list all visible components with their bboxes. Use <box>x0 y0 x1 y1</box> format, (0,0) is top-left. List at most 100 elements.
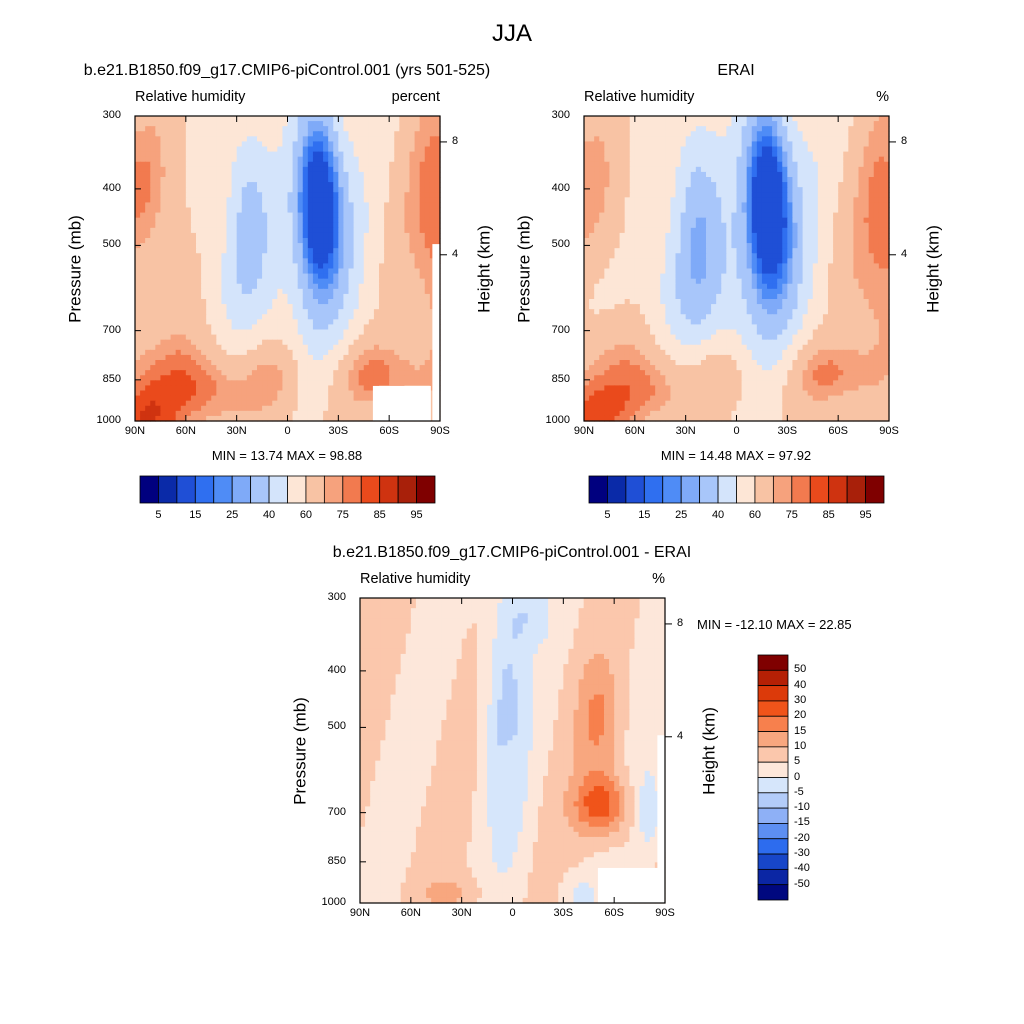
field-cell <box>323 156 329 163</box>
field-cell <box>226 116 233 122</box>
field-cell <box>292 415 299 422</box>
field-cell <box>196 354 202 361</box>
field-cell <box>373 126 380 132</box>
field-cell <box>609 131 616 137</box>
field-cell <box>797 136 804 143</box>
field-cell <box>135 415 141 422</box>
field-cell <box>226 131 233 137</box>
field-cell <box>394 238 400 244</box>
field-cell <box>868 177 875 183</box>
field-cell <box>838 171 844 178</box>
field-cell <box>878 222 885 229</box>
colorbar-swatch <box>250 475 270 504</box>
field-cell <box>257 141 263 148</box>
field-cell <box>216 126 223 132</box>
field-cell <box>363 268 370 275</box>
field-cell <box>843 182 849 188</box>
field-cell <box>660 182 666 188</box>
field-cell <box>434 212 441 219</box>
field-cell <box>236 197 243 204</box>
field-cell <box>680 116 687 122</box>
field-cell <box>338 217 345 224</box>
field-cell <box>384 156 390 163</box>
field-cell <box>307 146 314 153</box>
field-cell <box>394 283 400 290</box>
field-cell <box>251 268 258 275</box>
field-cell <box>236 141 243 148</box>
field-cell <box>802 151 809 158</box>
field-cell <box>201 339 207 346</box>
field-cell <box>817 192 824 198</box>
field-cell <box>246 329 253 336</box>
field-cell <box>343 121 350 127</box>
field-cell <box>424 273 431 280</box>
field-cell <box>297 415 304 422</box>
field-cell <box>170 339 177 346</box>
field-cell <box>231 273 238 280</box>
field-cell <box>165 197 172 204</box>
field-cell <box>328 146 334 153</box>
field-cell <box>731 161 738 168</box>
field-cell <box>363 405 370 412</box>
field-cell <box>721 121 727 127</box>
field-cell <box>655 171 661 178</box>
field-cell <box>604 182 611 188</box>
field-cell <box>338 248 345 254</box>
field-cell <box>797 141 804 148</box>
field-cell <box>429 121 436 127</box>
field-cell <box>145 299 151 305</box>
field-cell <box>251 324 258 331</box>
colorbar-swatch <box>305 475 325 504</box>
field-cell <box>384 222 390 229</box>
field-cell <box>690 171 697 178</box>
field-cell <box>135 339 141 346</box>
field-cell <box>399 365 406 371</box>
field-cell <box>277 243 284 249</box>
field-cell <box>145 182 151 188</box>
field-cell <box>741 217 748 224</box>
field-cell <box>257 380 263 387</box>
field-cell <box>145 192 151 198</box>
field-cell <box>262 354 268 361</box>
field-cell <box>160 329 167 336</box>
field-cell <box>201 293 207 300</box>
field-cell <box>196 212 202 219</box>
field-cell <box>262 268 268 275</box>
field-cell <box>190 197 197 204</box>
field-cell <box>135 161 141 168</box>
field-cell <box>404 309 411 315</box>
field-cell <box>368 304 375 310</box>
field-cell <box>267 151 273 158</box>
field-cell <box>721 182 727 188</box>
field-cell <box>368 222 375 229</box>
field-cell <box>236 385 243 392</box>
field-cell <box>190 136 197 143</box>
field-cell <box>282 212 289 219</box>
field-cell <box>726 197 733 204</box>
field-cell <box>287 151 294 158</box>
field-cell <box>782 171 788 178</box>
field-cell <box>287 334 294 341</box>
field-cell <box>741 182 748 188</box>
field-cell <box>363 227 370 234</box>
field-cell <box>257 207 263 214</box>
field-cell <box>211 258 217 265</box>
field-cell <box>838 126 844 132</box>
field-cell <box>419 126 426 132</box>
field-cell <box>272 156 278 163</box>
field-cell <box>878 187 885 193</box>
field-cell <box>863 156 870 163</box>
field-cell <box>292 227 299 234</box>
field-cell <box>241 415 248 422</box>
field-cell <box>201 375 207 381</box>
field-cell <box>140 212 146 219</box>
field-cell <box>353 380 360 387</box>
field-cell <box>772 121 778 127</box>
field-cell <box>883 212 890 219</box>
field-cell <box>180 349 187 356</box>
field-cell <box>292 141 299 148</box>
field-cell <box>206 238 212 244</box>
field-cell <box>231 390 238 397</box>
field-cell <box>292 268 299 275</box>
field-cell <box>318 151 324 158</box>
